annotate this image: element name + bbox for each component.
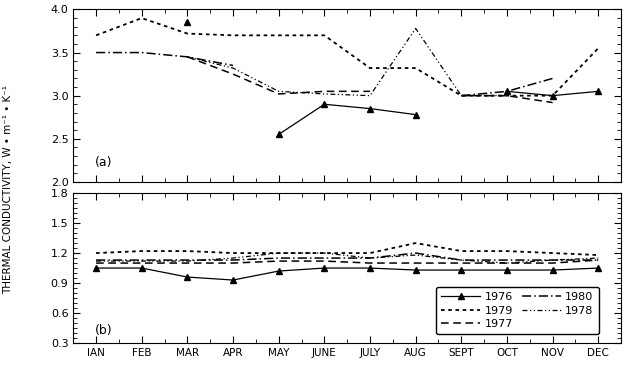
Legend: 1976, 1979, 1977, 1980, 1978: 1976, 1979, 1977, 1980, 1978 [436,287,599,334]
Text: THERMAL CONDUCTIVITY, W • m⁻¹ • K⁻¹: THERMAL CONDUCTIVITY, W • m⁻¹ • K⁻¹ [3,85,13,294]
Text: (b): (b) [95,324,113,337]
Text: (a): (a) [95,156,113,169]
